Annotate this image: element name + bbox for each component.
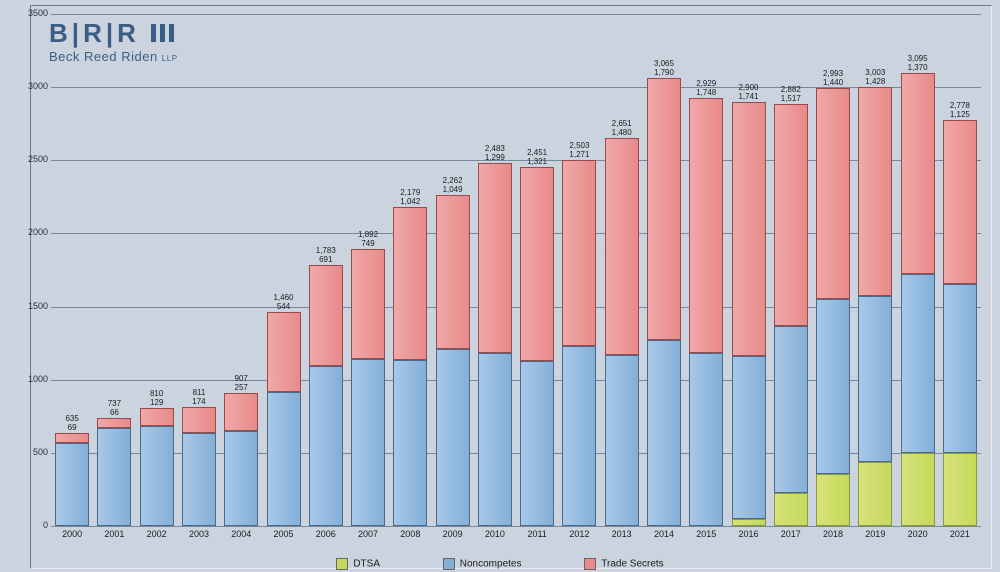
bar-column: 5021,1511,1252,7782021 (943, 14, 977, 526)
bar-segment-noncompetes (901, 274, 935, 453)
bar-total-label: 3,065 (634, 59, 694, 68)
bar-segment-tradesecrets (816, 88, 850, 299)
bar-segment-noncompetes (140, 426, 174, 526)
bar-column: 2241,1411,5172,8822017 (774, 14, 808, 526)
bar-column: 1,2131,0492,2622009 (436, 14, 470, 526)
bar-total-label: 2,503 (549, 141, 609, 150)
segment-value-label: 1,517 (761, 94, 821, 103)
bar-segment-tradesecrets (436, 195, 470, 348)
bar-segment-dtsa (901, 453, 935, 526)
bar-segment-noncompetes (309, 366, 343, 526)
segment-value-label: 1,042 (380, 197, 440, 206)
bar-segment-noncompetes (605, 355, 639, 526)
x-tick-label: 2021 (930, 529, 990, 539)
y-tick-label: 1500 (26, 301, 48, 311)
y-tick-label: 3000 (26, 81, 48, 91)
bar-segment-dtsa (732, 519, 766, 526)
bar-column: 566696352000 (55, 14, 89, 526)
segment-value-label: 174 (169, 397, 229, 406)
bar-segment-noncompetes (224, 431, 258, 526)
bar-total-label: 2,651 (592, 119, 652, 128)
brand-logo: B|R|R Beck Reed Riden LLP (49, 18, 178, 64)
bar-segment-noncompetes (351, 359, 385, 526)
bar-column: 1,1711,4802,6512013 (605, 14, 639, 526)
bar-segment-tradesecrets (267, 312, 301, 392)
segment-value-label: 1,428 (845, 77, 905, 86)
bar-segment-noncompetes (97, 428, 131, 526)
bar-segment-tradesecrets (351, 249, 385, 359)
bar-total-label: 2,262 (423, 176, 483, 185)
bar-column: 1,1301,3212,4512011 (520, 14, 554, 526)
segment-value-label: 691 (296, 255, 356, 264)
bar-total-label: 2,778 (930, 101, 990, 110)
chart-frame: B|R|R Beck Reed Riden LLP 05001000150020… (30, 5, 992, 569)
bar-column: 9165441,4602005 (267, 14, 301, 526)
bar-segment-tradesecrets (689, 98, 723, 354)
bar-total-label: 1,460 (254, 293, 314, 302)
bar-segment-dtsa (774, 493, 808, 526)
bar-segment-tradesecrets (647, 78, 681, 340)
segment-value-label: 1,049 (423, 185, 483, 194)
bar-column: 1,2321,2712,5032012 (562, 14, 596, 526)
bar-segment-tradesecrets (478, 163, 512, 353)
bar-segment-tradesecrets (520, 167, 554, 360)
bar-segment-noncompetes (689, 353, 723, 526)
bar-segment-noncompetes (55, 443, 89, 526)
bar-segment-noncompetes (436, 349, 470, 526)
bar-column: 1,0926911,7832006 (309, 14, 343, 526)
bar-segment-noncompetes (478, 353, 512, 526)
bar-column: 3541,1991,4402,9932018 (816, 14, 850, 526)
segment-value-label: 544 (254, 302, 314, 311)
chart-legend: DTSA Noncompetes Trade Secrets (0, 558, 1000, 570)
bar-segment-noncompetes (647, 340, 681, 527)
logo-letters: B|R|R (49, 18, 178, 49)
bar-segment-dtsa (816, 474, 850, 526)
bar-segment-noncompetes (267, 392, 301, 526)
bar-segment-tradesecrets (943, 120, 977, 285)
y-tick-label: 2000 (26, 227, 48, 237)
segment-value-label: 1,125 (930, 110, 990, 119)
bar-column: 6811298102002 (140, 14, 174, 526)
bar-column: 1,1437491,8922007 (351, 14, 385, 526)
bar-segment-dtsa (943, 453, 977, 526)
y-tick-label: 2500 (26, 154, 48, 164)
bar-segment-tradesecrets (55, 433, 89, 443)
segment-value-label: 1,370 (888, 63, 948, 72)
segment-value-label: 749 (338, 239, 398, 248)
bar-total-label: 1,892 (338, 230, 398, 239)
bar-segment-tradesecrets (393, 207, 427, 359)
y-tick-label: 1000 (26, 374, 48, 384)
legend-item-dtsa: DTSA (336, 558, 380, 570)
bar-segment-tradesecrets (605, 138, 639, 355)
logo-subtitle: Beck Reed Riden LLP (49, 49, 178, 64)
segment-value-label: 1,480 (592, 128, 652, 137)
bar-segment-tradesecrets (224, 393, 258, 431)
bar-segment-noncompetes (943, 284, 977, 452)
bar-segment-tradesecrets (562, 160, 596, 346)
bar-segment-noncompetes (182, 433, 216, 526)
bar-segment-noncompetes (562, 346, 596, 526)
bar-total-label: 3,095 (888, 54, 948, 63)
y-tick-label: 3500 (26, 8, 48, 18)
y-tick-label: 500 (26, 447, 48, 457)
bar-segment-noncompetes (858, 296, 892, 462)
bar-segment-noncompetes (732, 356, 766, 518)
legend-item-noncompetes: Noncompetes (443, 558, 522, 570)
bar-column: 671667372001 (97, 14, 131, 526)
legend-item-tradesecrets: Trade Secrets (584, 558, 663, 570)
bar-segment-dtsa (858, 462, 892, 527)
bar-column: 1,1371,0422,1792008 (393, 14, 427, 526)
bar-segment-noncompetes (393, 360, 427, 526)
segment-value-label: 1,271 (549, 150, 609, 159)
bar-segment-noncompetes (816, 299, 850, 474)
bar-segment-noncompetes (520, 361, 554, 526)
bar-column: 6502579072004 (224, 14, 258, 526)
bar-column: 6371748112003 (182, 14, 216, 526)
segment-value-label: 1,790 (634, 68, 694, 77)
gridline (51, 526, 981, 527)
plot-area: 0500100015002000250030003500566696352000… (51, 14, 981, 526)
bar-column: 1,1841,2992,4832010 (478, 14, 512, 526)
